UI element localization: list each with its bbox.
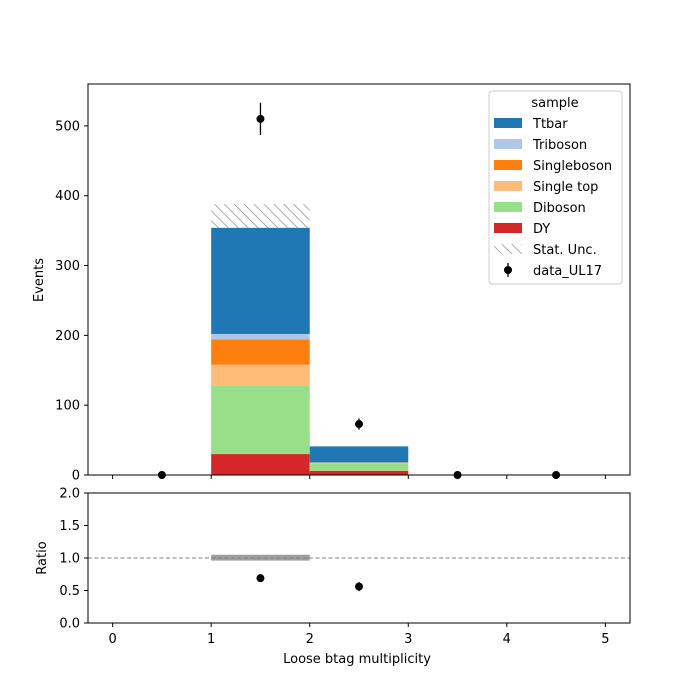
legend-label: Ttbar bbox=[532, 117, 568, 132]
legend-swatch bbox=[494, 160, 522, 170]
ratio-xlabel: Loose btag multiplicity bbox=[283, 652, 431, 667]
main-y-axis: 0 100 200 300 400 500 bbox=[55, 119, 88, 484]
ratio-point bbox=[256, 574, 265, 583]
legend-label: Diboson bbox=[533, 201, 586, 216]
legend-swatch bbox=[494, 181, 522, 191]
ratio-x-tick-label: 3 bbox=[404, 632, 412, 647]
ratio-x-tick-label: 1 bbox=[207, 632, 215, 647]
legend: sample Ttbar Triboson Singleboson Single to… bbox=[488, 90, 623, 285]
legend-label: DY bbox=[533, 222, 550, 237]
legend-label: Stat. Unc. bbox=[533, 243, 597, 258]
ratio-y-tick-label: 1.5 bbox=[59, 519, 80, 534]
ratio-y-tick-label: 2.0 bbox=[59, 487, 80, 502]
ratio-x-tick-label: 5 bbox=[601, 632, 609, 647]
ratio-x-tick-label: 2 bbox=[306, 632, 314, 647]
bar-singleboson bbox=[211, 339, 310, 365]
main-x-axis bbox=[112, 475, 606, 479]
bar-single-top bbox=[309, 462, 409, 464]
bar-dy bbox=[211, 454, 310, 475]
y-tick-label: 100 bbox=[55, 399, 80, 414]
legend-label: Singleboson bbox=[533, 159, 612, 174]
stat-unc-band bbox=[211, 204, 310, 228]
bar-diboson bbox=[309, 463, 409, 471]
bar-single-top bbox=[211, 364, 310, 386]
legend-marker-data bbox=[504, 266, 512, 274]
ratio-ylabel: Ratio bbox=[35, 541, 50, 574]
legend-title: sample bbox=[531, 96, 578, 111]
ratio-y-tick-label: 0.5 bbox=[59, 584, 80, 599]
bar-triboson bbox=[211, 333, 310, 340]
y-tick-label: 400 bbox=[55, 189, 80, 204]
legend-label: Triboson bbox=[532, 138, 587, 153]
y-tick-label: 500 bbox=[55, 119, 80, 134]
data-point bbox=[256, 114, 265, 123]
ratio-points bbox=[256, 574, 363, 592]
bar-ttbar bbox=[211, 227, 310, 334]
legend-label: Single top bbox=[533, 180, 598, 195]
ratio-x-tick-label: 4 bbox=[503, 632, 511, 647]
ratio-x-axis: 0 1 2 3 4 5 bbox=[108, 623, 610, 647]
ratio-x-tick-label: 0 bbox=[108, 632, 116, 647]
ratio-point bbox=[355, 582, 363, 591]
legend-label: data_UL17 bbox=[533, 264, 602, 279]
ratio-y-tick-label: 0.0 bbox=[59, 617, 80, 632]
legend-swatch bbox=[494, 139, 522, 149]
ratio-panel: 0.0 0.5 1.0 1.5 2.0 0 1 2 3 4 5 Ratio Loose btag … bbox=[35, 487, 631, 667]
y-tick-label: 300 bbox=[55, 259, 80, 274]
legend-items: Ttbar Triboson Singleboson Single top Diboso… bbox=[494, 117, 612, 279]
stacked-bars bbox=[211, 227, 409, 475]
legend-swatch-stat-unc bbox=[494, 244, 522, 254]
main-ylabel: Events bbox=[32, 258, 47, 302]
ratio-y-axis: 0.0 0.5 1.0 1.5 2.0 bbox=[59, 487, 88, 632]
legend-frame bbox=[488, 90, 623, 285]
bar-dy bbox=[309, 470, 409, 475]
data-points bbox=[157, 102, 561, 479]
ratio-y-tick-label: 1.0 bbox=[59, 552, 80, 567]
legend-swatch bbox=[494, 118, 522, 128]
main-panel: 0 100 200 300 400 500 Events bbox=[32, 83, 631, 484]
legend-swatch bbox=[494, 202, 522, 212]
y-tick-label: 0 bbox=[72, 469, 80, 484]
main-plot-frame bbox=[87, 83, 631, 476]
bar-ttbar bbox=[309, 446, 409, 463]
y-tick-label: 200 bbox=[55, 329, 80, 344]
stat-unc-hatch bbox=[211, 204, 310, 228]
data-point bbox=[355, 420, 363, 429]
bar-diboson bbox=[211, 385, 310, 455]
legend-swatch bbox=[494, 223, 522, 233]
